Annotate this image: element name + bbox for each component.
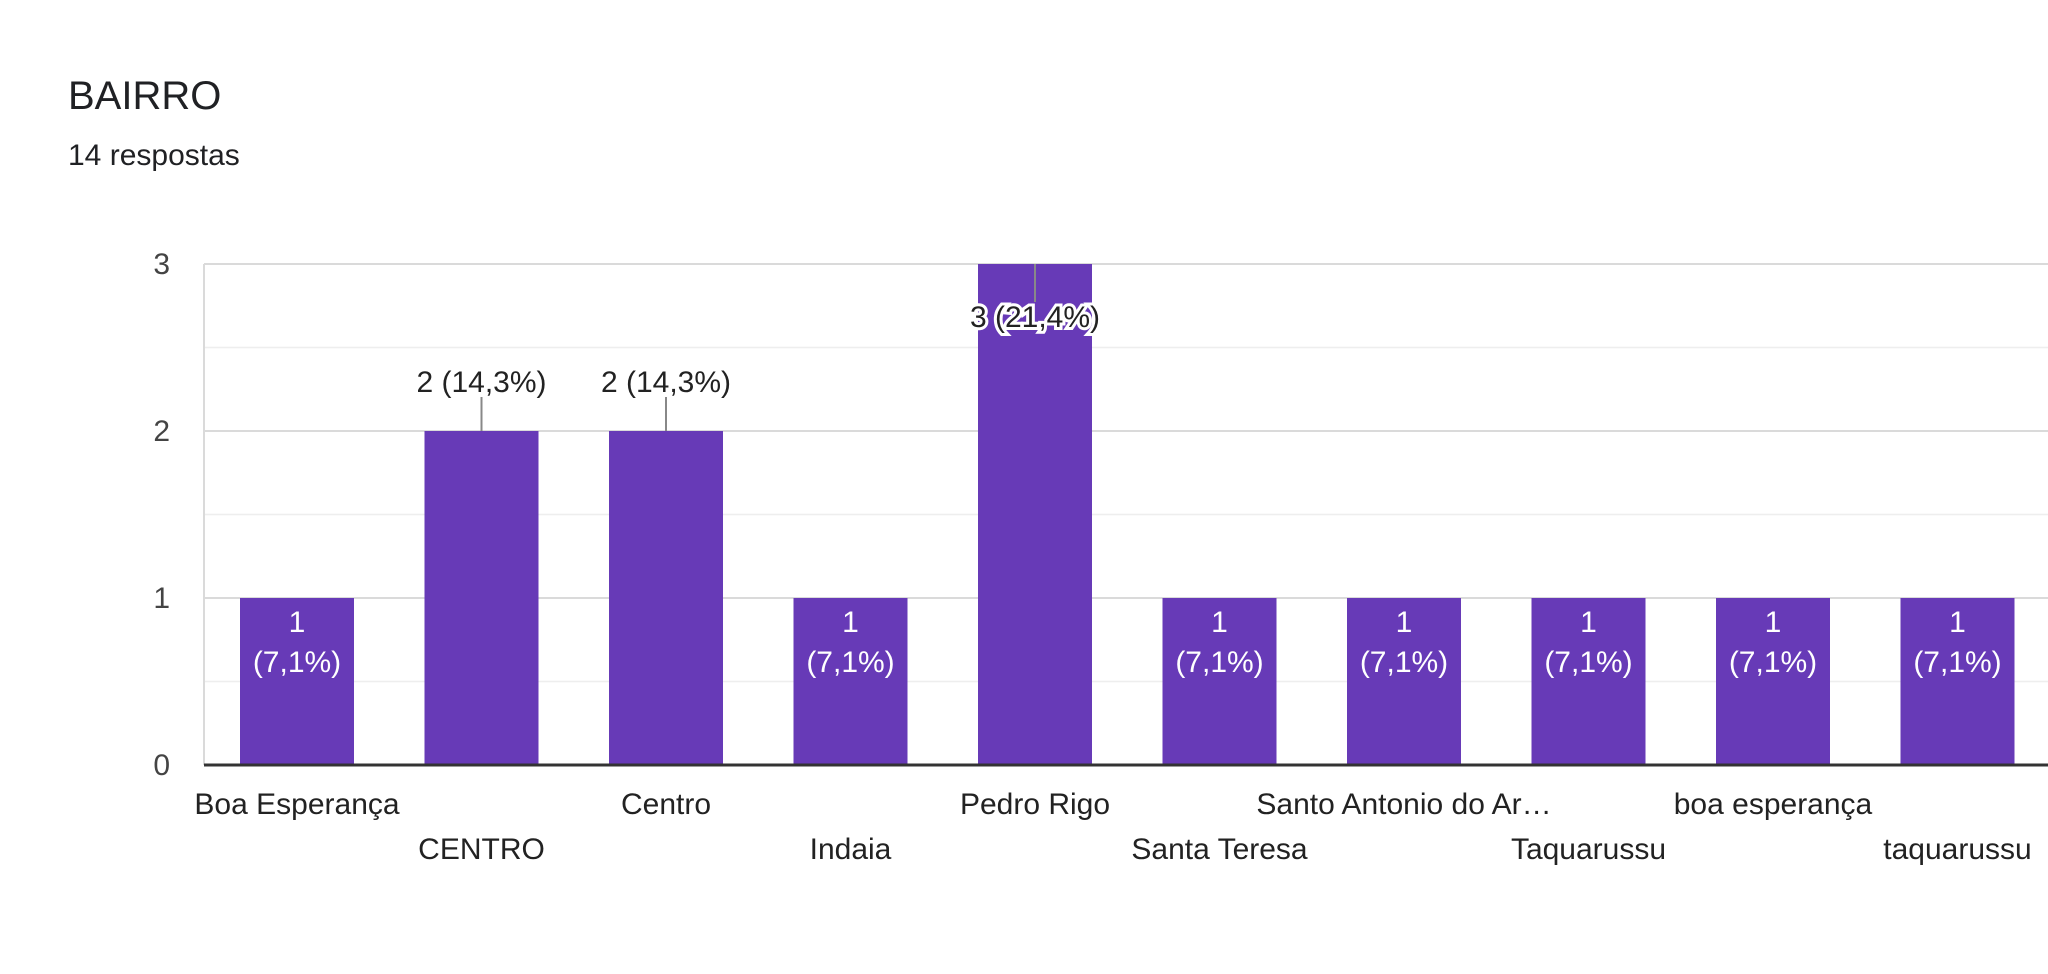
x-category-label: CENTRO	[418, 833, 545, 866]
response-count: 14 respostas	[68, 139, 240, 172]
x-category-label: Taquarussu	[1511, 833, 1666, 866]
chart-title: BAIRRO	[68, 74, 222, 118]
x-category-label: boa esperança	[1674, 788, 1873, 821]
data-label: 2 (14,3%)	[601, 366, 731, 399]
x-category-label: Pedro Rigo	[960, 788, 1110, 821]
x-category-label: Indaia	[810, 833, 892, 866]
x-category-label: Santo Antonio do Ar…	[1256, 788, 1551, 821]
data-label: (7,1%)	[1913, 646, 2001, 679]
data-label: 1	[1580, 606, 1597, 639]
bar[interactable]	[1900, 598, 2015, 765]
data-label: (7,1%)	[1175, 646, 1263, 679]
bar[interactable]	[1347, 598, 1461, 765]
data-label: (7,1%)	[1729, 646, 1817, 679]
data-label: (7,1%)	[1544, 646, 1632, 679]
data-label: 1	[1765, 606, 1782, 639]
data-label: (7,1%)	[1360, 646, 1448, 679]
y-tick-label: 1	[153, 582, 170, 615]
y-tick-label: 0	[153, 749, 170, 782]
data-label: 1	[1396, 606, 1413, 639]
x-axis-categories: Boa Esperança CENTRO Centro Indaia Pedro Rig…	[194, 788, 2031, 866]
bar[interactable]	[1716, 598, 1830, 765]
bar[interactable]	[793, 598, 908, 765]
bar[interactable]	[609, 431, 723, 765]
x-category-label: taquarussu	[1883, 833, 2031, 866]
data-label: (7,1%)	[253, 646, 341, 679]
data-label: 2 (14,3%)	[416, 366, 546, 399]
data-label: 1	[289, 606, 306, 639]
y-tick-label: 3	[153, 248, 170, 281]
x-category-label: Boa Esperança	[194, 788, 399, 821]
data-label: (7,1%)	[806, 646, 894, 679]
bar[interactable]	[1531, 598, 1646, 765]
bars	[240, 264, 2015, 765]
bar[interactable]	[1162, 598, 1277, 765]
bar[interactable]	[978, 264, 1092, 765]
data-label: 1	[842, 606, 859, 639]
y-axis-ticks: 0 1 2 3	[153, 248, 170, 782]
x-category-label: Santa Teresa	[1131, 833, 1308, 866]
x-category-label: Centro	[621, 788, 711, 821]
bar[interactable]	[424, 431, 539, 765]
bar[interactable]	[240, 598, 354, 765]
data-label: 1	[1211, 606, 1228, 639]
data-label: 1	[1949, 606, 1966, 639]
data-labels: 1 (7,1%) 2 (14,3%) 2 (14,3%) 1 (7,1%) 3 (21,4%…	[253, 264, 2002, 679]
data-label: 3 (21,4%)	[970, 301, 1100, 334]
y-tick-label: 2	[153, 415, 170, 448]
